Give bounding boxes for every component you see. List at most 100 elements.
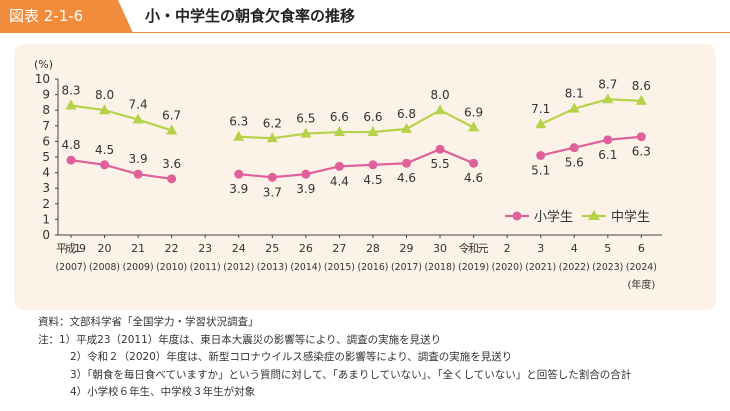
figure-number-badge: 図表 2-1-6 (0, 0, 133, 33)
data-point-elementary (536, 150, 546, 160)
data-point-junior (568, 102, 580, 113)
x-tick-label-era: 23 (198, 242, 212, 255)
x-tick-label-year: (2009) (123, 262, 154, 273)
data-label-elementary: 3.9 (229, 182, 248, 196)
data-label-elementary: 4.4 (330, 174, 349, 188)
x-tick-label-year: (2007) (56, 262, 87, 273)
data-label-junior: 8.1 (565, 87, 584, 101)
data-label-elementary: 3.9 (296, 182, 315, 196)
data-point-elementary (167, 174, 177, 184)
data-point-junior (266, 132, 278, 143)
y-tick-label: 7 (42, 119, 50, 133)
series-line-junior (540, 98, 642, 126)
source-note: 資料：文部科学省「全国学力・学習状況調査」 (38, 316, 259, 328)
data-label-elementary: 5.5 (431, 157, 450, 171)
data-label-junior: 6.3 (229, 115, 248, 129)
data-point-junior (401, 122, 412, 133)
data-label-elementary: 3.9 (129, 152, 148, 166)
data-label-junior: 6.6 (330, 110, 349, 124)
x-tick-label-era: 29 (400, 242, 414, 255)
data-point-elementary (636, 132, 646, 142)
note-4: 4）小学校６年生、中学校３年生が対象 (70, 386, 256, 398)
x-tick-label-year: (2023) (592, 262, 623, 273)
x-tick-label-year: (2014) (290, 262, 321, 273)
x-tick-label-era: 25 (265, 242, 279, 255)
data-point-elementary (100, 160, 110, 170)
x-tick-label-year: (2015) (324, 262, 355, 273)
note-3: 3）「朝食を毎日食べていますか」という質問に対して、「あまりしていない」、「全く… (70, 368, 632, 381)
data-point-elementary (469, 158, 479, 168)
data-point-elementary (133, 169, 143, 179)
x-tick-label-era: 5 (604, 242, 611, 255)
x-tick-label-year: (2024) (626, 262, 657, 273)
data-label-junior: 8.0 (95, 88, 114, 102)
legend-label-junior: 中学生 (611, 209, 650, 225)
data-point-elementary (267, 172, 277, 182)
data-label-junior: 7.4 (129, 98, 148, 112)
x-tick-label-year: (2021) (525, 262, 556, 273)
data-point-junior (434, 104, 446, 115)
data-point-junior (65, 99, 77, 110)
header-divider (0, 32, 730, 33)
data-point-junior (333, 126, 345, 137)
x-tick-label-year: (2022) (559, 262, 590, 273)
data-point-junior (367, 126, 379, 137)
data-label-elementary: 4.6 (397, 171, 416, 185)
data-label-elementary: 3.7 (263, 185, 282, 199)
data-point-junior (99, 104, 111, 115)
data-label-junior: 6.9 (464, 105, 483, 119)
y-tick-label: 5 (42, 150, 50, 164)
series-line-elementary (70, 159, 172, 180)
legend-label-elementary: 小学生 (534, 209, 573, 225)
y-tick-label: 9 (42, 88, 50, 102)
x-tick-label-year: (2010) (156, 262, 187, 273)
data-point-junior (166, 124, 178, 135)
data-label-elementary: 4.6 (464, 171, 483, 185)
note-1: 注：1）平成23（2011）年度は、東日本大震災の影響等により、調査の実施を見送… (38, 333, 442, 346)
data-label-elementary: 4.5 (95, 143, 114, 157)
x-tick-label-era: 21 (131, 242, 145, 255)
data-label-elementary: 6.1 (598, 148, 617, 162)
x-tick-label-era: 22 (165, 242, 179, 255)
data-label-elementary: 4.8 (61, 138, 80, 152)
y-tick-label: 4 (42, 166, 50, 180)
legend-marker-elementary (512, 211, 522, 221)
series-line-elementary (238, 148, 475, 179)
data-point-elementary (334, 161, 344, 171)
chart-panel (14, 44, 716, 310)
x-tick-label-era: 6 (638, 242, 645, 255)
y-axis-unit: (%) (34, 58, 53, 71)
figure-title: 小・中学生の朝食欠食率の推移 (145, 7, 356, 25)
data-point-elementary (301, 169, 311, 179)
x-tick-label-year: (2016) (357, 262, 388, 273)
data-point-elementary (402, 158, 411, 168)
data-label-junior: 8.7 (598, 77, 617, 91)
data-point-junior (300, 127, 312, 138)
data-label-elementary: 3.6 (162, 157, 181, 171)
x-tick-label-year: (2008) (89, 262, 120, 273)
x-tick-label-year: (2017) (391, 262, 422, 273)
x-axis-unit: (年度) (627, 278, 655, 291)
x-tick-label-era: 27 (332, 242, 346, 255)
x-tick-label-year: (2013) (257, 262, 288, 273)
data-point-junior (635, 94, 647, 105)
data-label-junior: 6.8 (397, 107, 416, 121)
x-tick-label-era: 28 (366, 242, 380, 255)
data-label-junior: 7.1 (531, 102, 550, 116)
y-tick-label: 1 (42, 212, 50, 226)
data-point-elementary (603, 135, 613, 145)
x-tick-label-era: 平成19 (56, 242, 86, 255)
y-tick-label: 10 (35, 72, 50, 86)
x-tick-label-year: (2012) (223, 262, 254, 273)
data-point-elementary (368, 160, 378, 170)
y-tick-label: 0 (42, 228, 50, 242)
data-label-junior: 8.3 (61, 84, 80, 98)
series-line-elementary (540, 135, 642, 157)
x-tick-label-era: 3 (537, 242, 544, 255)
series-line-junior (238, 108, 475, 140)
data-label-elementary: 5.1 (531, 163, 550, 177)
x-tick-label-era: 令和元 (459, 241, 489, 255)
data-point-elementary (435, 144, 445, 154)
data-label-junior: 8.0 (431, 88, 450, 102)
data-point-junior (132, 113, 144, 124)
